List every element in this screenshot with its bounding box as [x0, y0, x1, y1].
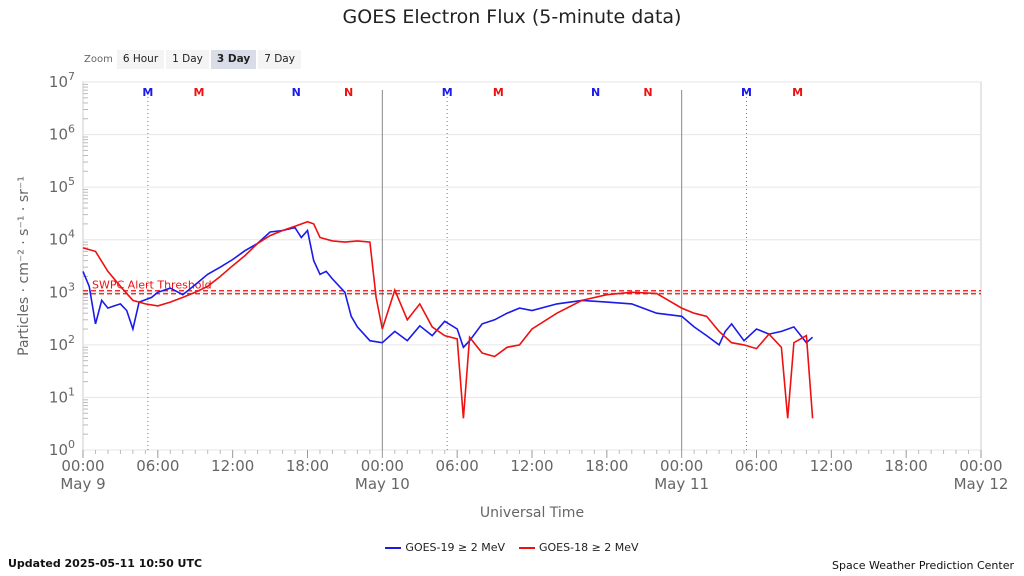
- zoom-1-day-button[interactable]: 1 Day: [166, 49, 209, 69]
- credit-text: Space Weather Prediction Center: [832, 559, 1014, 572]
- x-tick-label: 00:00: [61, 457, 104, 475]
- y-tick-label: 106: [49, 123, 75, 144]
- y-tick-label: 100: [49, 438, 75, 459]
- y-tick-label: 107: [49, 70, 75, 91]
- x-tick-label: 06:00: [136, 457, 179, 475]
- x-tick-date-label: May 10: [355, 475, 410, 493]
- local-time-marker: M: [442, 86, 453, 99]
- x-tick-label: 18:00: [885, 457, 928, 475]
- x-tick-label: 18:00: [286, 457, 329, 475]
- legend: GOES-19 ≥ 2 MeV GOES-18 ≥ 2 MeV: [0, 541, 1024, 554]
- y-tick-label: 101: [49, 385, 75, 406]
- legend-label-goes18: GOES-18 ≥ 2 MeV: [539, 541, 639, 554]
- legend-label-goes19: GOES-19 ≥ 2 MeV: [405, 541, 505, 554]
- local-time-marker: N: [292, 86, 301, 99]
- legend-swatch-goes19: [385, 546, 402, 549]
- x-tick-label: 00:00: [660, 457, 703, 475]
- zoom-6-hour-button[interactable]: 6 Hour: [116, 49, 165, 69]
- plot-area: [82, 81, 982, 451]
- x-tick-label: 12:00: [211, 457, 254, 475]
- local-time-marker: N: [591, 86, 600, 99]
- zoom-3-day-button[interactable]: 3 Day: [210, 49, 257, 69]
- legend-item-goes19[interactable]: GOES-19 ≥ 2 MeV: [385, 541, 505, 554]
- zoom-7-day-button[interactable]: 7 Day: [258, 49, 301, 69]
- x-tick-date-label: May 11: [654, 475, 709, 493]
- y-tick-label: 104: [49, 228, 75, 249]
- zoom-control: Zoom 6 Hour 1 Day 3 Day 7 Day: [84, 49, 303, 69]
- y-tick-label: 103: [49, 280, 75, 301]
- local-time-marker: M: [194, 86, 205, 99]
- legend-swatch-goes18: [519, 546, 535, 549]
- local-time-marker: M: [792, 86, 803, 99]
- zoom-label: Zoom: [84, 53, 113, 65]
- local-time-marker: M: [741, 86, 752, 99]
- x-tick-date-label: May 9: [60, 475, 105, 493]
- y-tick-label: 102: [49, 333, 75, 354]
- x-tick-label: 00:00: [959, 457, 1002, 475]
- x-tick-date-label: May 12: [954, 475, 1009, 493]
- x-tick-label: 06:00: [436, 457, 479, 475]
- x-tick-label: 06:00: [735, 457, 778, 475]
- x-tick-label: 12:00: [510, 457, 553, 475]
- x-tick-label: 00:00: [361, 457, 404, 475]
- local-time-marker: N: [643, 86, 652, 99]
- legend-item-goes18[interactable]: GOES-18 ≥ 2 MeV: [519, 541, 639, 554]
- local-time-marker: M: [142, 86, 153, 99]
- local-time-marker: N: [344, 86, 353, 99]
- alert-threshold-label: SWPC Alert Threshold: [92, 278, 212, 291]
- updated-timestamp: Updated 2025-05-11 10:50 UTC: [8, 557, 203, 570]
- x-tick-label: 18:00: [585, 457, 628, 475]
- series-goes19-line: [82, 226, 814, 349]
- x-tick-label: 12:00: [810, 457, 853, 475]
- y-tick-label: 105: [49, 175, 75, 196]
- chart-title: GOES Electron Flux (5-minute data): [342, 6, 682, 28]
- x-axis-title: Universal Time: [480, 505, 584, 521]
- series-goes18-line: [82, 220, 814, 419]
- y-axis-title: Particles · cm⁻² · s⁻¹ · sr⁻¹: [16, 176, 32, 356]
- local-time-marker: M: [493, 86, 504, 99]
